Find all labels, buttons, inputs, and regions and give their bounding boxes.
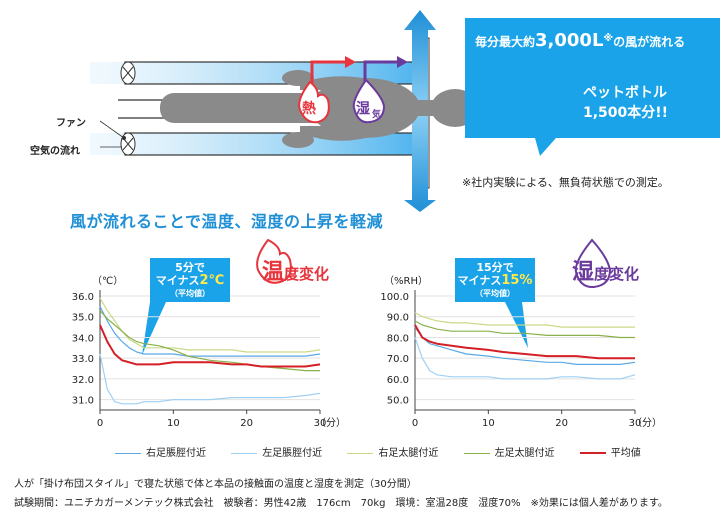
footer-conditions: 試験期間：ユニチカガーメンテック株式会社 被験者：男性42歳 176cm 70k…: [14, 498, 668, 509]
legend-swatch: [231, 452, 258, 454]
heat-flame-icon: [298, 80, 330, 124]
chart-legend: 右足脹脛付近 左足脹脛付近 右足太腿付近 左足太腿付近 平均値: [115, 444, 663, 459]
temperature-x-tick-label: 10: [167, 418, 180, 429]
temperature-x-unit: （分）: [316, 418, 346, 429]
temperature-series-line-1: [99, 353, 321, 405]
temperature-y-tick-label: 34.0: [72, 333, 94, 344]
humidity-series-line-2: [414, 312, 635, 328]
humidity-series-line-4: [414, 324, 635, 360]
legend-item: 右足太腿付近: [347, 444, 438, 459]
temperature-y-tick-label: 35.0: [72, 313, 94, 324]
humidity-series-line-1: [414, 337, 636, 380]
humidity-y-tick-label: 50.0: [387, 396, 409, 407]
humidity-x-tick-label: 30: [629, 418, 642, 429]
humidity-callout: 15分で マイナス15% （平均値）: [455, 258, 535, 302]
temperature-y-tick-label: 32.0: [72, 375, 94, 386]
humidity-y-tick-label: 90.0: [387, 313, 409, 324]
humidity-x-tick-label: 20: [555, 418, 568, 429]
bottle-label: 2L: [540, 108, 551, 117]
legend-swatch: [579, 452, 606, 454]
humidity-y-tick-label: 70.0: [387, 354, 409, 365]
humidity-y-tick-label: 60.0: [387, 375, 409, 386]
heat-label: 熱: [302, 101, 316, 117]
temperature-x-tick-label: 30: [314, 418, 327, 429]
bottle-label: 2L: [488, 108, 499, 117]
legend-item: 左足太腿付近: [463, 444, 555, 459]
airflow-label: 空気の流れ: [30, 146, 80, 157]
bottle-equivalent-text: ペットボトル 1,500本分!!: [583, 85, 669, 121]
temperature-series-line-4: [99, 324, 321, 368]
temperature-y-tick-label: 33.0: [72, 354, 94, 365]
temperature-series-line-2: [99, 297, 321, 353]
humidity-label-small: 気: [372, 110, 382, 120]
legend-swatch: [347, 452, 374, 454]
humidity-y-tick-label: 80.0: [387, 333, 409, 344]
legend-item: 平均値: [579, 444, 641, 459]
temperature-y-tick-label: 31.0: [72, 396, 94, 407]
airflow-volume-text: 毎分最大約3,000L※の風が流れる: [475, 30, 686, 51]
humidity-y-unit: （%RH）: [384, 276, 428, 287]
temperature-x-tick-label: 0: [97, 418, 103, 429]
bottle-label: 2L: [514, 108, 525, 117]
temp-flame-icon: [256, 238, 292, 284]
temperature-series-line-0: [99, 306, 321, 357]
humidity-x-tick-label: 0: [412, 418, 418, 429]
humidity-chart-title: 湿度変化: [572, 260, 640, 285]
temperature-x-tick-label: 20: [240, 418, 253, 429]
humidity-y-tick-label: 100.0: [380, 292, 409, 303]
fan-label: ファン: [56, 118, 86, 129]
temperature-chart-title: 温度変化: [262, 260, 330, 285]
legend-item: 右足脹脛付近: [115, 444, 206, 459]
humidity-x-unit: （分）: [632, 418, 662, 429]
footer-method: 人が「掛け布団スタイル」で寝た状態で体と本品の接触面の温度と湿度を測定（30分間…: [14, 479, 417, 490]
temperature-callout: 5分で マイナス2℃ （平均値）: [150, 258, 230, 302]
temperature-y-tick-label: 36.0: [72, 292, 94, 303]
legend-swatch: [463, 452, 490, 454]
page-headline: 風が流れることで温度、湿度の上昇を軽減: [70, 212, 384, 231]
humidity-drop-icon: [352, 78, 386, 124]
airflow-volume-callout: 毎分最大約3,000L※の風が流れる 2L 2L 2L ペットボトル 1,500…: [465, 18, 720, 138]
humidity-label: 湿: [356, 101, 370, 117]
humidity-series-line-0: [414, 326, 636, 365]
legend-swatch: [115, 452, 141, 454]
legend-item: 左足脹脛付近: [231, 444, 322, 459]
humidity-x-tick-label: 10: [482, 418, 495, 429]
temperature-y-unit: （℃）: [92, 276, 124, 287]
humidity-series-line-3: [414, 320, 635, 339]
test-note: ※社内実験による、無負荷状態での測定。: [462, 176, 669, 189]
humidity-drop-icon: [574, 238, 612, 289]
